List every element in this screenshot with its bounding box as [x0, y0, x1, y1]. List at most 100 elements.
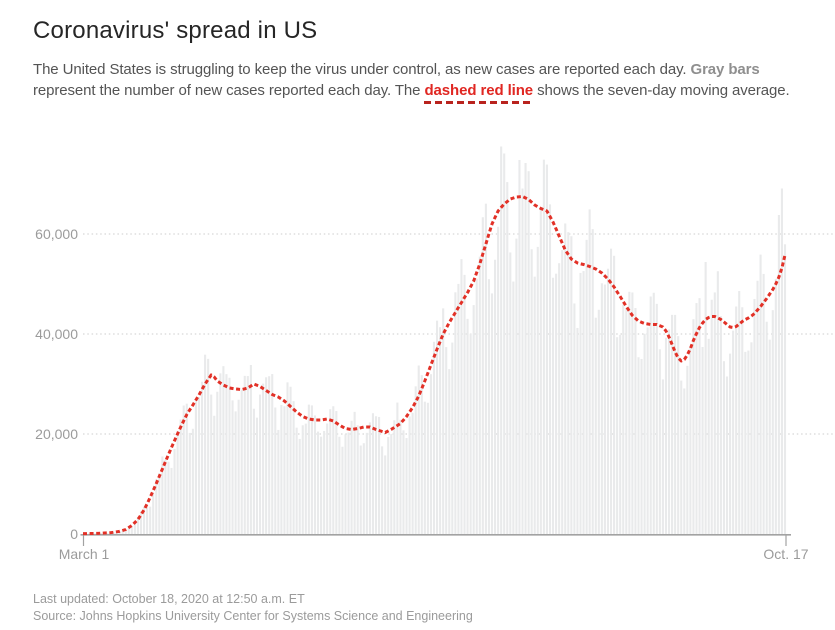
daily-cases-bar	[182, 405, 185, 534]
x-axis-end-label: Oct. 17	[763, 546, 808, 562]
daily-cases-bar	[283, 406, 286, 534]
daily-cases-bar	[371, 413, 375, 534]
daily-cases-bar	[304, 423, 307, 534]
daily-cases-bar	[655, 303, 658, 534]
daily-cases-bar	[225, 374, 228, 534]
daily-cases-bar	[210, 394, 213, 534]
daily-cases-bar	[173, 448, 176, 534]
daily-cases-bar	[387, 437, 390, 534]
daily-cases-bar	[619, 334, 622, 534]
daily-cases-bar	[258, 394, 262, 534]
daily-cases-bar	[237, 399, 240, 534]
daily-cases-bar	[484, 203, 487, 535]
y-axis-tick-label: 20,000	[35, 426, 78, 442]
dashed-red-line-label: dashed red line	[424, 82, 533, 104]
daily-cases-bar	[713, 292, 716, 534]
daily-cases-bar	[661, 379, 664, 534]
daily-cases-bar	[735, 306, 738, 534]
daily-cases-bar	[466, 318, 469, 534]
daily-cases-bar	[139, 511, 143, 534]
daily-cases-bar	[246, 376, 249, 534]
daily-cases-bar	[265, 377, 268, 534]
daily-cases-bar	[719, 316, 722, 534]
daily-cases-bar	[469, 333, 472, 534]
daily-cases-bar	[542, 159, 545, 535]
daily-cases-bar	[356, 425, 359, 534]
daily-cases-bar	[445, 347, 448, 534]
daily-cases-bar	[243, 375, 246, 534]
daily-cases-bar	[228, 377, 231, 534]
daily-cases-bar	[478, 256, 481, 534]
daily-cases-bar	[716, 271, 719, 534]
daily-cases-bar	[341, 446, 344, 534]
daily-cases-bar	[451, 342, 454, 534]
daily-cases-bar	[402, 430, 405, 534]
daily-cases-bar	[722, 361, 726, 534]
daily-cases-bar	[710, 299, 713, 534]
daily-cases-bar	[506, 182, 509, 534]
daily-cases-bar	[423, 401, 426, 534]
daily-cases-bar	[298, 438, 301, 534]
daily-cases-bar	[399, 419, 402, 534]
daily-cases-bar	[262, 383, 265, 534]
daily-cases-bar	[249, 364, 252, 534]
daily-cases-bar	[625, 307, 628, 534]
daily-cases-bar	[155, 479, 158, 534]
daily-cases-bar	[197, 397, 201, 534]
daily-cases-bar	[671, 314, 674, 534]
daily-cases-bar	[164, 459, 167, 534]
daily-cases-bar	[320, 436, 323, 534]
daily-cases-bar	[207, 358, 210, 534]
daily-cases-bar	[219, 373, 222, 534]
daily-cases-bar	[332, 406, 335, 534]
daily-cases-bar	[152, 492, 155, 534]
daily-cases-bar	[127, 528, 130, 534]
daily-cases-bar	[124, 529, 127, 534]
daily-cases-bar	[255, 417, 259, 534]
daily-cases-bar	[277, 429, 280, 534]
daily-cases-bar	[780, 188, 783, 534]
daily-cases-bar	[738, 291, 741, 534]
source: Source: Johns Hopkins University Center …	[33, 609, 473, 623]
daily-cases-bar	[481, 217, 484, 534]
covid-cases-chart: 0 20,000 40,000 60,000 March 1 Oct. 17	[35, 146, 833, 562]
chart-footer: Last updated: October 18, 2020 at 12:50 …	[33, 591, 473, 625]
daily-cases-bar	[188, 432, 191, 534]
daily-cases-bar	[133, 522, 136, 534]
daily-cases-bar	[176, 430, 179, 534]
daily-cases-bar	[585, 239, 588, 534]
daily-cases-bar	[753, 298, 756, 534]
daily-cases-bar	[94, 533, 97, 534]
daily-cases-bar	[347, 432, 350, 534]
daily-cases-bar	[603, 284, 606, 534]
daily-cases-bar	[316, 431, 320, 534]
daily-cases-bar	[200, 381, 204, 534]
daily-cases-bar	[179, 419, 182, 534]
daily-cases-bar	[527, 171, 530, 534]
daily-cases-bar	[378, 416, 381, 534]
daily-cases-bar	[729, 353, 732, 534]
daily-cases-bar	[454, 292, 457, 534]
daily-cases-bar	[396, 402, 399, 534]
daily-cases-bar	[533, 276, 536, 534]
daily-cases-bar	[558, 263, 561, 534]
daily-cases-bar	[310, 405, 313, 534]
daily-cases-bar	[292, 401, 295, 534]
daily-cases-bar	[597, 309, 600, 534]
daily-cases-bar	[497, 226, 500, 534]
daily-cases-bar	[518, 160, 521, 534]
daily-cases-bar	[725, 376, 729, 534]
daily-cases-bar	[652, 292, 655, 534]
daily-cases-bar	[204, 354, 207, 534]
daily-cases-bar	[368, 422, 371, 534]
daily-cases-bar	[609, 248, 613, 534]
daily-cases-bar	[222, 366, 225, 534]
daily-cases-bar	[680, 380, 683, 534]
daily-cases-bar	[759, 254, 762, 534]
page-title: Coronavirus' spread in US	[33, 17, 318, 44]
daily-cases-bar	[631, 292, 634, 534]
daily-cases-bar	[335, 411, 338, 534]
daily-cases-bar	[707, 338, 710, 534]
daily-cases-bar	[439, 327, 442, 534]
daily-cases-bar	[567, 232, 570, 534]
